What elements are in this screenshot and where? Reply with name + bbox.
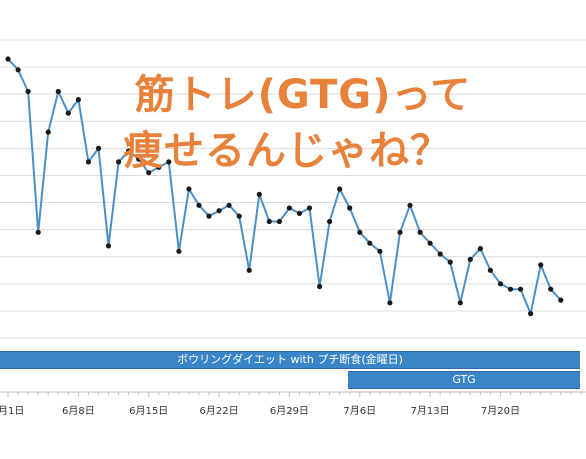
x-tick-label: 7月13日 bbox=[410, 406, 450, 417]
data-point bbox=[296, 210, 303, 216]
data-point bbox=[15, 67, 21, 73]
data-point bbox=[85, 159, 91, 165]
data-point bbox=[276, 218, 282, 225]
data-point bbox=[216, 208, 222, 214]
data-point bbox=[95, 145, 102, 151]
data-point bbox=[146, 170, 152, 176]
period-band-bowling-diet: ボウリングダイエット with プチ断食(金曜日) bbox=[0, 351, 580, 369]
data-point bbox=[186, 186, 192, 192]
data-point bbox=[347, 205, 353, 211]
data-point bbox=[558, 297, 564, 303]
series-line bbox=[7, 58, 562, 315]
data-point bbox=[75, 97, 81, 103]
data-point bbox=[136, 156, 142, 162]
data-point bbox=[427, 240, 433, 246]
data-point bbox=[357, 229, 363, 235]
data-point bbox=[437, 251, 443, 257]
data-point bbox=[407, 202, 413, 208]
data-point bbox=[377, 248, 383, 254]
data-point bbox=[286, 205, 292, 211]
data-point bbox=[518, 286, 524, 292]
data-point bbox=[35, 229, 41, 235]
data-point bbox=[105, 243, 112, 249]
x-tick-label: 6月29日 bbox=[269, 406, 309, 417]
data-point bbox=[367, 240, 373, 246]
x-tick-label: 6月22日 bbox=[199, 406, 239, 417]
x-tick-label: 6月15日 bbox=[129, 406, 169, 417]
data-point bbox=[397, 229, 403, 235]
data-point bbox=[55, 88, 61, 95]
data-point bbox=[256, 191, 262, 197]
data-point bbox=[116, 159, 122, 165]
x-tick-label: 7月20日 bbox=[480, 406, 520, 417]
chart-title-line-2: 痩せるんじゃね？ bbox=[123, 128, 451, 174]
data-point bbox=[447, 259, 453, 265]
data-point bbox=[417, 229, 423, 235]
data-point bbox=[497, 281, 504, 287]
data-point bbox=[206, 213, 212, 219]
x-axis bbox=[0, 391, 586, 397]
data-point bbox=[457, 300, 463, 306]
data-point bbox=[176, 248, 182, 254]
data-point bbox=[196, 202, 202, 208]
data-point bbox=[317, 283, 323, 290]
chart-title-line-1: 筋トレ(GTG)って bbox=[134, 72, 472, 118]
data-point bbox=[487, 267, 493, 273]
data-point bbox=[387, 300, 393, 306]
data-point bbox=[5, 56, 11, 62]
data-point bbox=[156, 164, 162, 170]
data-point bbox=[65, 110, 71, 116]
data-point bbox=[327, 218, 333, 225]
x-tick-label: 7月6日 bbox=[343, 406, 377, 417]
data-point bbox=[25, 88, 31, 95]
data-point bbox=[236, 213, 242, 219]
data-point bbox=[467, 256, 473, 262]
data-point bbox=[166, 159, 172, 165]
series-group bbox=[5, 56, 564, 317]
data-point bbox=[477, 246, 483, 252]
data-point bbox=[126, 148, 132, 154]
data-point bbox=[266, 218, 272, 225]
data-point bbox=[45, 129, 51, 135]
data-point bbox=[226, 202, 232, 208]
period-band-gtg: GTG bbox=[348, 371, 580, 389]
gridlines bbox=[0, 39, 586, 339]
x-tick-label: 6月8日 bbox=[61, 406, 95, 417]
data-point bbox=[548, 286, 554, 292]
data-point bbox=[246, 267, 252, 273]
data-point bbox=[306, 205, 313, 211]
data-point bbox=[538, 262, 544, 268]
data-point bbox=[337, 186, 343, 192]
x-tick-label: 6月1日 bbox=[0, 406, 25, 417]
data-point bbox=[528, 311, 534, 317]
data-point bbox=[507, 286, 514, 292]
